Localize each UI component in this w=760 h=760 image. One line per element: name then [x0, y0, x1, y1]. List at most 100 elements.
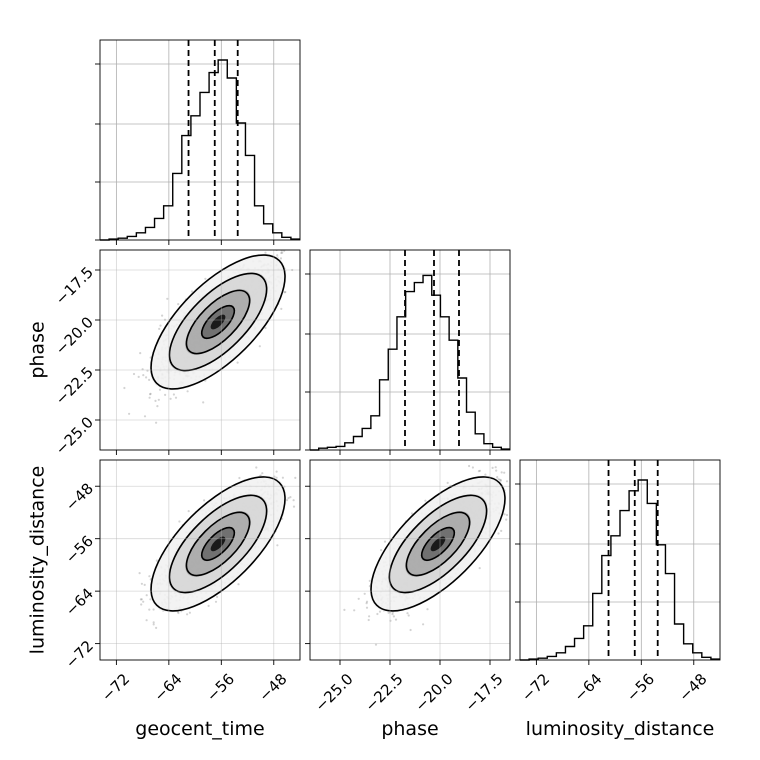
posterior-point [145, 594, 148, 597]
posterior-point [142, 600, 145, 603]
posterior-point [177, 303, 180, 306]
posterior-point [139, 352, 142, 355]
histogram-luminosity_distance [520, 479, 720, 661]
posterior-point [158, 388, 162, 391]
scatter-frame [99, 249, 301, 451]
posterior-point [281, 476, 284, 479]
posterior-point [276, 254, 279, 257]
hist-panel-luminosity_distance [515, 459, 721, 661]
posterior-point [287, 232, 289, 234]
posterior-point [186, 390, 189, 393]
posterior-point [164, 393, 167, 396]
posterior-point [166, 297, 169, 300]
posterior-point [214, 600, 218, 603]
contour-line [168, 272, 268, 372]
posterior-point [178, 520, 181, 523]
hist-panel-phase [305, 249, 511, 451]
panel-content [138, 450, 308, 630]
contour-line [150, 254, 286, 390]
posterior-point [237, 583, 240, 586]
posterior-point [275, 470, 278, 473]
posterior-point [138, 572, 141, 575]
posterior-point [155, 421, 158, 424]
posterior-point [284, 290, 287, 294]
posterior-point [275, 248, 277, 250]
posterior-point [264, 237, 266, 239]
panel-content [123, 232, 294, 424]
posterior-point [285, 499, 289, 502]
posterior-point [279, 257, 283, 260]
posterior-point [247, 243, 249, 245]
posterior-point [292, 499, 295, 502]
posterior-point [139, 598, 142, 601]
posterior-point [154, 399, 157, 402]
posterior-point [157, 398, 160, 401]
posterior-point [280, 251, 283, 255]
posterior-point [204, 277, 207, 280]
posterior-point [128, 412, 131, 415]
contour-line [200, 304, 236, 340]
posterior-point [238, 476, 241, 480]
posterior-point [149, 393, 152, 396]
posterior-point [152, 621, 155, 624]
posterior-point [148, 608, 151, 611]
posterior-point [152, 623, 155, 626]
posterior-point [306, 460, 308, 462]
contour-line [185, 289, 251, 355]
posterior-point [142, 374, 145, 377]
posterior-point [276, 544, 279, 547]
posterior-point [278, 450, 280, 452]
posterior-point [132, 372, 136, 376]
posterior-point [283, 250, 286, 252]
posterior-point [289, 496, 292, 499]
posterior-point [251, 454, 253, 456]
posterior-point [174, 396, 178, 399]
posterior-point [207, 604, 210, 608]
posterior-point [172, 393, 175, 396]
posterior-point [283, 291, 286, 294]
posterior-point [137, 375, 140, 378]
posterior-point [264, 251, 267, 254]
posterior-point [148, 396, 151, 399]
scatter-panel-geocent_time-luminosity_distance [99, 450, 308, 661]
posterior-point [248, 243, 250, 245]
posterior-point [294, 476, 297, 479]
posterior-point [140, 598, 143, 601]
posterior-point [152, 608, 155, 611]
posterior-point [202, 401, 205, 404]
hist-panel-geocent_time [95, 39, 301, 241]
posterior-point [149, 598, 152, 601]
posterior-point [159, 324, 162, 327]
posterior-point [140, 603, 143, 606]
posterior-point [287, 497, 290, 500]
posterior-point [177, 611, 180, 615]
posterior-point [143, 415, 147, 418]
posterior-point [275, 244, 277, 246]
posterior-point [258, 345, 261, 348]
posterior-point [280, 307, 283, 310]
posterior-point [148, 575, 151, 578]
posterior-point [261, 472, 264, 475]
posterior-point [285, 246, 287, 248]
posterior-point [203, 499, 206, 502]
posterior-point [148, 378, 151, 381]
posterior-point [188, 611, 191, 614]
histogram-geocent_time [100, 59, 300, 241]
posterior-point [236, 361, 239, 364]
histogram-phase [310, 274, 510, 451]
hist-frame-phase [309, 249, 511, 451]
posterior-point [169, 397, 172, 400]
posterior-point [216, 595, 219, 599]
posterior-point [140, 582, 143, 585]
posterior-point [156, 405, 159, 408]
posterior-point [158, 327, 161, 330]
posterior-point [149, 392, 152, 395]
posterior-point [143, 583, 146, 587]
posterior-point [186, 613, 189, 616]
posterior-point [281, 251, 284, 254]
posterior-point [161, 314, 164, 317]
posterior-point [123, 386, 126, 390]
hist-frame-geocent_time [99, 39, 301, 241]
posterior-point [265, 233, 267, 235]
posterior-point [304, 457, 306, 459]
